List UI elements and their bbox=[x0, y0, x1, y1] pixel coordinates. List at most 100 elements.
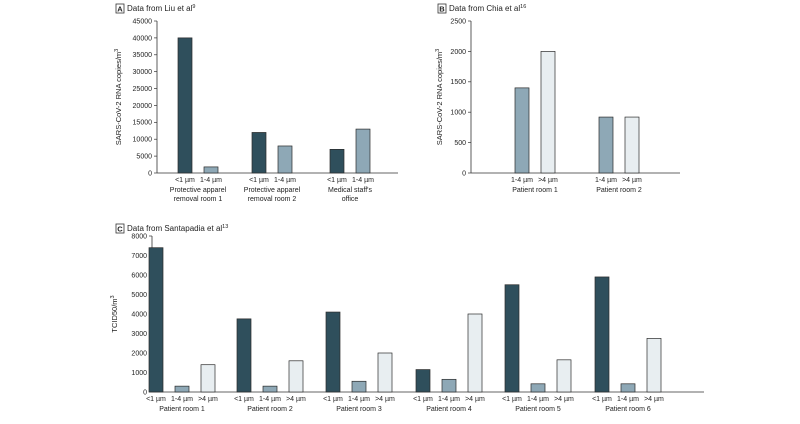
bar-size-label: >4 µm bbox=[198, 396, 218, 403]
bar-c-g1-b1 bbox=[148, 247, 164, 393]
bar-c-g6-b3 bbox=[646, 338, 662, 393]
bar-c-g2-b2 bbox=[262, 385, 278, 393]
bar-c-g6-b1 bbox=[594, 276, 610, 393]
panel-title: Data from Chia et al16 bbox=[449, 4, 526, 13]
bar-c-g1-b3 bbox=[200, 364, 216, 393]
bar-c-g3-b2 bbox=[351, 380, 367, 393]
bar-size-label: <1 µm bbox=[146, 396, 166, 403]
bar-c-g4-b3 bbox=[467, 313, 483, 393]
bar-size-label: >4 µm bbox=[465, 396, 485, 403]
bar-c-g1-b2 bbox=[174, 385, 190, 393]
bar-size-label: >4 µm bbox=[286, 396, 306, 403]
bar-c-g3-b1 bbox=[325, 311, 341, 393]
bar-size-label: <1 µm bbox=[592, 396, 612, 403]
bar-a-g3-b1 bbox=[329, 149, 345, 174]
group-label: Patient room 1 bbox=[159, 406, 205, 413]
panel-badge-letter: C bbox=[117, 225, 123, 234]
group-label: Patient room 1 bbox=[512, 187, 558, 194]
bar-size-label: <1 µm bbox=[502, 396, 522, 403]
bar-size-label: <1 µm bbox=[413, 396, 433, 403]
bar-size-label: 1-4 µm bbox=[200, 177, 222, 184]
y-tick-label: 0 bbox=[462, 170, 466, 177]
bar-size-label: >4 µm bbox=[538, 177, 558, 184]
bar-c-g2-b1 bbox=[236, 318, 252, 393]
y-tick-label: 0 bbox=[143, 389, 147, 396]
group-label: Protective apparel bbox=[170, 187, 227, 194]
bar-b-g1-b1 bbox=[514, 87, 530, 174]
y-tick-label: 4000 bbox=[131, 311, 147, 318]
bar-size-label: 1-4 µm bbox=[511, 177, 533, 184]
bar-c-g2-b3 bbox=[288, 360, 304, 393]
panel-title: Data from Santapadia et al13 bbox=[127, 224, 228, 233]
y-tick-label: 45000 bbox=[133, 18, 153, 25]
group-label: Protective apparel bbox=[244, 187, 301, 194]
group-label: removal room 1 bbox=[174, 196, 223, 203]
bar-c-g6-b2 bbox=[620, 383, 636, 393]
bar-size-label: <1 µm bbox=[323, 396, 343, 403]
y-tick-label: 8000 bbox=[131, 233, 147, 240]
bar-size-label: <1 µm bbox=[175, 177, 195, 184]
bar-size-label: <1 µm bbox=[327, 177, 347, 184]
bar-a-g1-b1 bbox=[177, 37, 193, 174]
bar-size-label: >4 µm bbox=[375, 396, 395, 403]
bar-b-g2-b1 bbox=[598, 116, 614, 174]
y-tick-label: 25000 bbox=[133, 86, 153, 93]
panel-a: A Data from Liu et al9 0 5000 10000 15000 2000… bbox=[114, 3, 398, 203]
y-tick-label: 35000 bbox=[133, 52, 153, 59]
bar-c-g3-b3 bbox=[377, 352, 393, 393]
y-tick-label: 0 bbox=[148, 170, 152, 177]
bar-size-label: 1-4 µm bbox=[527, 396, 549, 403]
y-tick-label: 10000 bbox=[133, 137, 153, 144]
panel-badge-letter: A bbox=[117, 5, 123, 14]
panel-badge-letter: B bbox=[439, 5, 445, 14]
bar-size-label: 1-4 µm bbox=[348, 396, 370, 403]
y-axis-title: TCID50/m3 bbox=[110, 295, 119, 332]
bar-c-g5-b2 bbox=[530, 383, 546, 393]
y-tick-label: 6000 bbox=[131, 272, 147, 279]
y-axis-title: SARS-CoV-2 RNA copies/m3 bbox=[435, 49, 444, 145]
panel-badge-box bbox=[115, 3, 125, 14]
y-tick-label: 5000 bbox=[131, 292, 147, 299]
group-label: Patient room 6 bbox=[605, 406, 651, 413]
bar-size-label: 1-4 µm bbox=[171, 396, 193, 403]
bar-c-g4-b2 bbox=[441, 378, 457, 393]
y-tick-label: 5000 bbox=[136, 154, 152, 161]
bar-b-g2-b2 bbox=[624, 116, 640, 174]
group-label: removal room 2 bbox=[248, 196, 297, 203]
panel-title: Data from Liu et al9 bbox=[127, 4, 195, 13]
panel-b: B Data from Chia et al16 0 500 1000 1500 2000 2… bbox=[435, 3, 680, 194]
bar-size-label: 1-4 µm bbox=[595, 177, 617, 184]
bar-a-g3-b2 bbox=[355, 128, 371, 174]
bar-size-label: 1-4 µm bbox=[617, 396, 639, 403]
bar-a-g1-b2 bbox=[203, 166, 219, 174]
panel-badge-box bbox=[115, 223, 125, 234]
y-tick-label: 2500 bbox=[450, 18, 466, 25]
y-tick-label: 7000 bbox=[131, 253, 147, 260]
bar-b-g1-b2 bbox=[540, 51, 556, 174]
bar-c-g5-b3 bbox=[556, 359, 572, 393]
bar-size-label: 1-4 µm bbox=[438, 396, 460, 403]
y-axis-title: SARS-CoV-2 RNA copies/m3 bbox=[114, 49, 123, 145]
y-tick-label: 30000 bbox=[133, 69, 153, 76]
group-label: Patient room 2 bbox=[247, 406, 293, 413]
group-label: Patient room 3 bbox=[336, 406, 382, 413]
bar-size-label: >4 µm bbox=[622, 177, 642, 184]
bar-size-label: >4 µm bbox=[644, 396, 664, 403]
bar-a-g2-b2 bbox=[277, 145, 293, 174]
y-tick-label: 500 bbox=[454, 140, 466, 147]
y-tick-label: 1000 bbox=[131, 370, 147, 377]
y-tick-label: 2000 bbox=[131, 350, 147, 357]
y-tick-label: 1500 bbox=[450, 79, 466, 86]
bar-a-g2-b1 bbox=[251, 132, 267, 174]
panel-c: C Data from Santapadia et al13 0 1000 2000 30… bbox=[110, 223, 704, 413]
group-label: Patient room 5 bbox=[515, 406, 561, 413]
y-tick-label: 20000 bbox=[133, 103, 153, 110]
bar-size-label: 1-4 µm bbox=[274, 177, 296, 184]
y-tick-label: 40000 bbox=[133, 35, 153, 42]
group-label: Medical staff's bbox=[328, 187, 373, 194]
group-label: office bbox=[342, 196, 359, 203]
bar-size-label: <1 µm bbox=[234, 396, 254, 403]
y-tick-label: 2000 bbox=[450, 49, 466, 56]
